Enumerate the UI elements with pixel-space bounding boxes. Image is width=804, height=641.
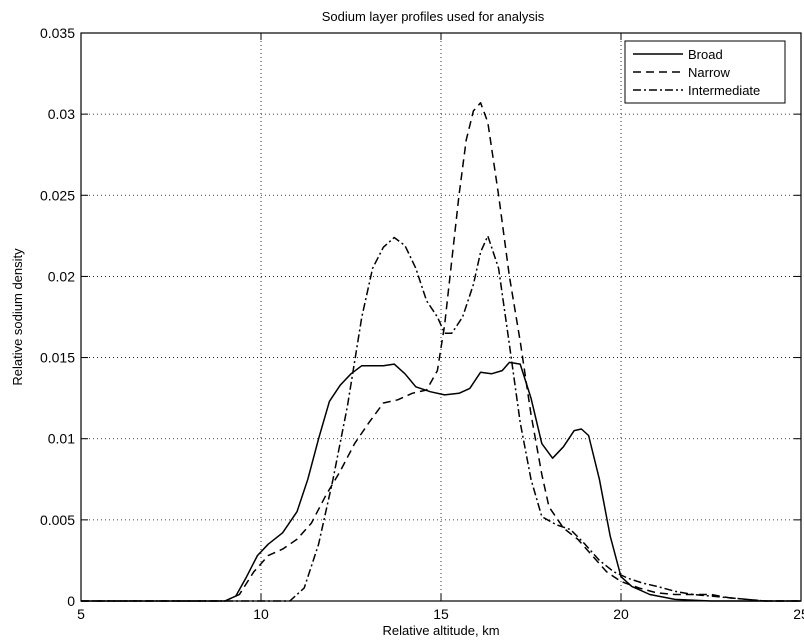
- series-lines: [81, 102, 801, 602]
- y-tick-label: 0.005: [40, 512, 75, 528]
- x-tick-label: 5: [77, 606, 85, 622]
- legend-label-narrow: Narrow: [688, 65, 731, 80]
- axis-ticks: [80, 32, 802, 602]
- x-tick-labels: 5 10 15 20 25: [77, 606, 804, 622]
- x-axis-label: Relative altitude, km: [382, 623, 499, 638]
- y-tick-labels: 0 0.005 0.01 0.015 0.02 0.025 0.03 0.035: [40, 25, 75, 609]
- series-line-intermediate: [81, 235, 801, 602]
- y-tick-label: 0.035: [40, 25, 75, 41]
- x-tick-label: 10: [253, 606, 269, 622]
- series-line-narrow: [81, 102, 801, 602]
- y-axis-label: Relative sodium density: [10, 248, 25, 386]
- x-tick-label: 15: [433, 606, 449, 622]
- y-tick-label: 0.01: [48, 431, 75, 447]
- y-tick-label: 0.025: [40, 187, 75, 203]
- grid-lines: [81, 33, 801, 601]
- legend: Broad Narrow Intermediate: [624, 40, 786, 104]
- legend-label-intermediate: Intermediate: [688, 83, 760, 98]
- y-tick-label: 0.015: [40, 350, 75, 366]
- y-tick-label: 0.03: [48, 106, 75, 122]
- x-tick-label: 25: [793, 606, 804, 622]
- y-tick-label: 0.02: [48, 268, 75, 284]
- y-tick-label: 0: [67, 593, 75, 609]
- x-tick-label: 20: [613, 606, 629, 622]
- chart-title: Sodium layer profiles used for analysis: [322, 9, 545, 24]
- series-line-broad: [81, 361, 801, 602]
- legend-label-broad: Broad: [688, 47, 723, 62]
